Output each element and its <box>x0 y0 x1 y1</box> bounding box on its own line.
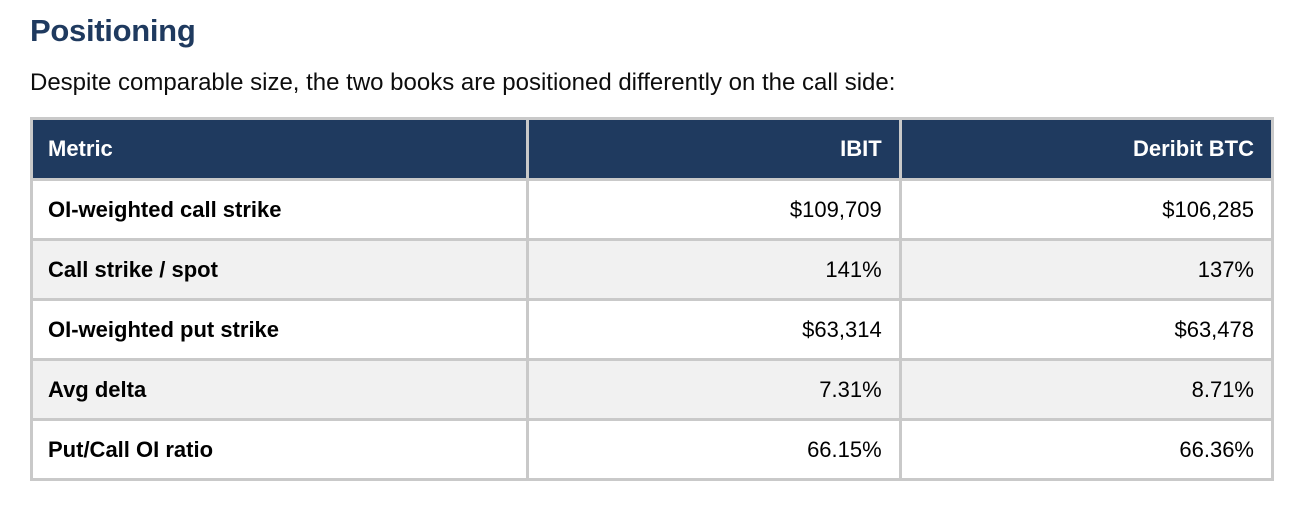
ibit-value: $109,709 <box>526 178 902 241</box>
deribit-btc-value: 8.71% <box>898 358 1275 421</box>
deribit-btc-value: $63,478 <box>898 298 1275 361</box>
deribit-btc-value: 137% <box>898 238 1275 301</box>
ibit-value: $63,314 <box>526 298 902 361</box>
column-header-ibit: IBIT <box>526 117 902 181</box>
metric-label: OI-weighted put strike <box>29 298 530 361</box>
table-row: Avg delta 7.31% 8.71% <box>29 358 1275 421</box>
table-row: Put/Call OI ratio 66.15% 66.36% <box>29 418 1275 481</box>
positioning-table: Metric IBIT Deribit BTC OI-weighted call… <box>29 117 1275 481</box>
table-row: OI-weighted call strike $109,709 $106,28… <box>29 178 1275 241</box>
table-header-row: Metric IBIT Deribit BTC <box>29 117 1275 181</box>
page-title: Positioning <box>30 13 196 48</box>
deribit-btc-value: $106,285 <box>898 178 1275 241</box>
metric-label: Avg delta <box>29 358 530 421</box>
intro-text: Despite comparable size, the two books a… <box>30 69 896 96</box>
ibit-value: 141% <box>526 238 902 301</box>
column-header-deribit-btc: Deribit BTC <box>898 117 1275 181</box>
column-header-metric: Metric <box>29 117 530 181</box>
deribit-btc-value: 66.36% <box>898 418 1275 481</box>
metric-label: Call strike / spot <box>29 238 530 301</box>
table-row: Call strike / spot 141% 137% <box>29 238 1275 301</box>
metric-label: OI-weighted call strike <box>29 178 530 241</box>
ibit-value: 66.15% <box>526 418 902 481</box>
metric-label: Put/Call OI ratio <box>29 418 530 481</box>
table-row: OI-weighted put strike $63,314 $63,478 <box>29 298 1275 361</box>
ibit-value: 7.31% <box>526 358 902 421</box>
